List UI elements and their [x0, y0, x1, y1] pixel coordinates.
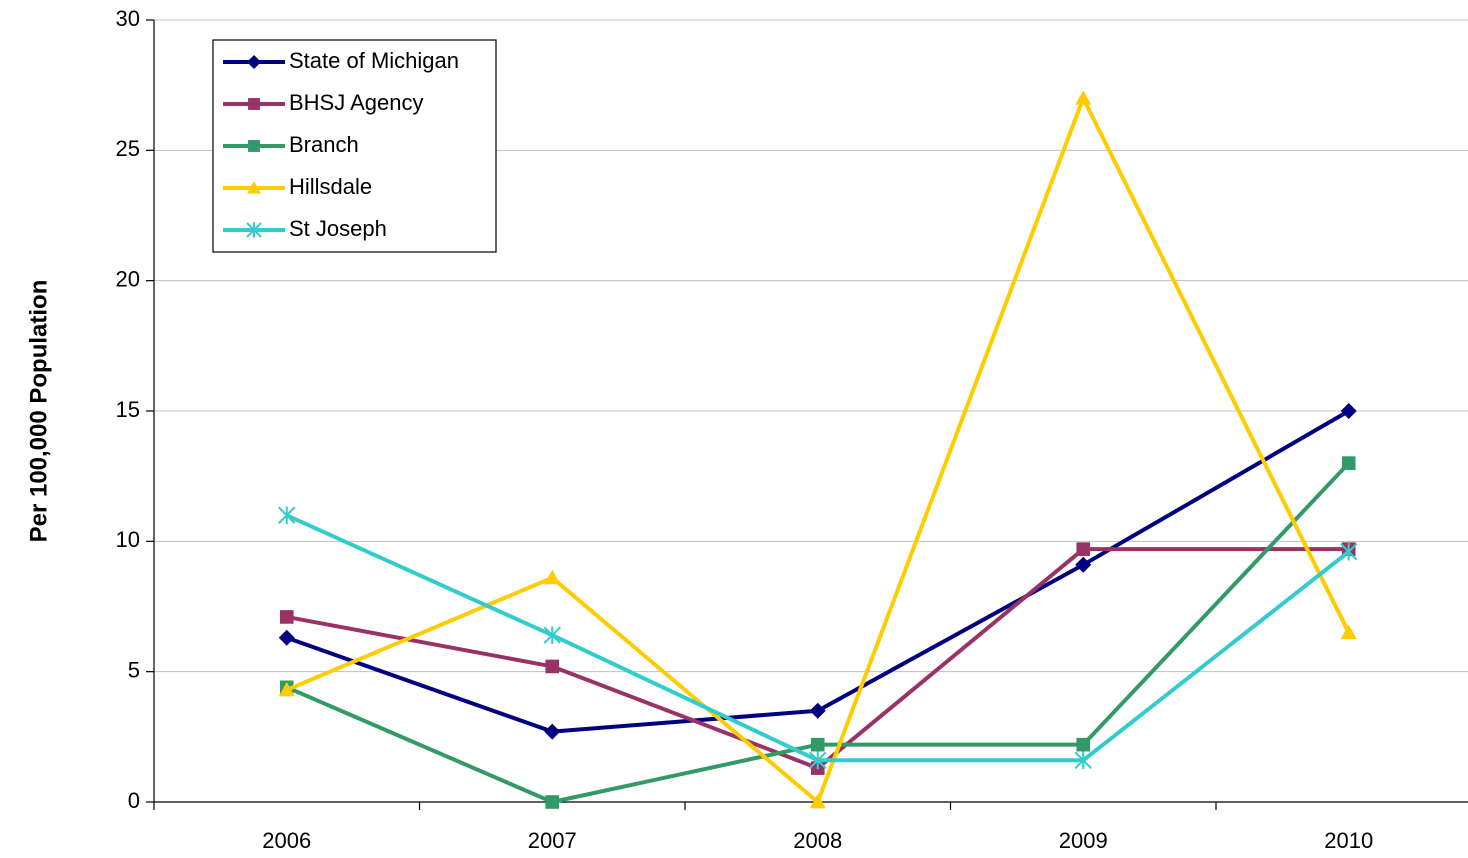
marker — [1340, 542, 1358, 561]
marker — [544, 569, 561, 585]
marker — [247, 181, 261, 194]
marker — [810, 737, 825, 752]
x-tick-label: 2006 — [262, 828, 311, 853]
marker — [1075, 90, 1092, 105]
legend-label: St Joseph — [289, 216, 387, 241]
marker — [1341, 456, 1356, 470]
marker — [279, 610, 294, 624]
legend-label: State of Michigan — [289, 48, 459, 73]
marker — [1075, 556, 1092, 573]
marker — [1074, 751, 1092, 770]
y-axis-label: Per 100,000 Population — [25, 280, 52, 543]
marker — [248, 98, 260, 110]
x-tick-label: 2008 — [793, 828, 842, 853]
marker — [544, 723, 561, 740]
marker — [1340, 624, 1357, 639]
marker — [1340, 403, 1357, 419]
y-tick-label: 15 — [116, 397, 140, 422]
series-line — [286, 409, 1350, 734]
marker — [278, 681, 295, 697]
marker — [809, 751, 827, 770]
marker — [1076, 737, 1091, 752]
marker — [545, 795, 560, 809]
marker — [247, 55, 261, 69]
series-line — [285, 513, 1350, 763]
marker — [543, 626, 561, 644]
legend-label: BHSJ Agency — [289, 90, 424, 115]
marker — [278, 629, 295, 646]
marker — [809, 794, 826, 809]
series-line — [286, 547, 1349, 771]
legend-label: Hillsdale — [289, 174, 372, 199]
y-tick-label: 20 — [116, 266, 140, 291]
marker — [545, 659, 560, 674]
y-tick-label: 30 — [116, 6, 140, 31]
x-tick-label: 2010 — [1324, 828, 1373, 853]
marker — [809, 702, 826, 719]
y-tick-label: 5 — [128, 657, 140, 682]
marker — [278, 506, 296, 525]
marker — [246, 222, 262, 238]
marker — [1076, 542, 1091, 556]
legend-label: Branch — [289, 132, 359, 157]
y-tick-label: 25 — [116, 136, 140, 161]
x-tick-label: 2007 — [528, 828, 577, 853]
y-tick-label: 0 — [128, 788, 140, 813]
y-tick-label: 10 — [116, 527, 140, 552]
x-tick-label: 2009 — [1059, 828, 1108, 853]
marker — [248, 140, 260, 152]
